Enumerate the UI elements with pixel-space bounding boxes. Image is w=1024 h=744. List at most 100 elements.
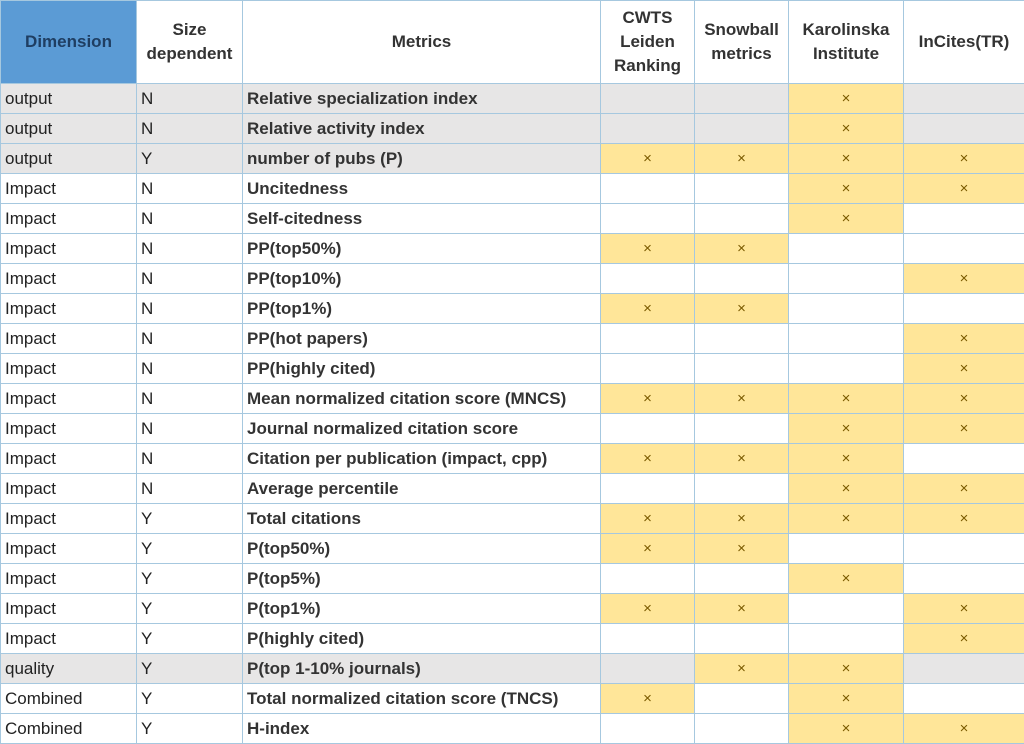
dimension-cell: Impact bbox=[1, 234, 137, 264]
mark-cell bbox=[695, 84, 789, 114]
mark-cell: × bbox=[904, 594, 1024, 624]
metric-name-cell: P(top1%) bbox=[243, 594, 601, 624]
cross-mark-icon: × bbox=[842, 180, 851, 197]
cross-mark-icon: × bbox=[737, 540, 746, 557]
mark-cell: × bbox=[695, 594, 789, 624]
dimension-cell: Impact bbox=[1, 624, 137, 654]
cross-mark-icon: × bbox=[842, 660, 851, 677]
mark-cell bbox=[904, 294, 1024, 324]
mark-cell: × bbox=[904, 324, 1024, 354]
mark-cell bbox=[695, 354, 789, 384]
metric-name-cell: Self-citedness bbox=[243, 204, 601, 234]
dimension-cell: Impact bbox=[1, 534, 137, 564]
mark-cell: × bbox=[695, 384, 789, 414]
dimension-cell: Impact bbox=[1, 444, 137, 474]
mark-cell: × bbox=[789, 684, 904, 714]
metric-name-cell: number of pubs (P) bbox=[243, 144, 601, 174]
metric-name-cell: P(top50%) bbox=[243, 534, 601, 564]
size-dependent-cell: N bbox=[137, 234, 243, 264]
size-dependent-cell: N bbox=[137, 174, 243, 204]
dimension-cell: Combined bbox=[1, 714, 137, 744]
cross-mark-icon: × bbox=[643, 690, 652, 707]
mark-cell: × bbox=[601, 444, 695, 474]
cross-mark-icon: × bbox=[842, 420, 851, 437]
dimension-cell: output bbox=[1, 84, 137, 114]
mark-cell: × bbox=[904, 624, 1024, 654]
mark-cell bbox=[904, 84, 1024, 114]
mark-cell: × bbox=[601, 534, 695, 564]
metric-name-cell: Total citations bbox=[243, 504, 601, 534]
mark-cell: × bbox=[601, 294, 695, 324]
size-dependent-cell: N bbox=[137, 114, 243, 144]
cross-mark-icon: × bbox=[842, 510, 851, 527]
size-dependent-cell: Y bbox=[137, 564, 243, 594]
cross-mark-icon: × bbox=[842, 210, 851, 227]
mark-cell: × bbox=[695, 504, 789, 534]
mark-cell bbox=[789, 264, 904, 294]
dimension-cell: Impact bbox=[1, 564, 137, 594]
mark-cell bbox=[601, 414, 695, 444]
mark-cell bbox=[789, 234, 904, 264]
metric-name-cell: PP(hot papers) bbox=[243, 324, 601, 354]
mark-cell bbox=[601, 324, 695, 354]
metric-name-cell: PP(top1%) bbox=[243, 294, 601, 324]
cross-mark-icon: × bbox=[960, 720, 969, 737]
cross-mark-icon: × bbox=[737, 600, 746, 617]
mark-cell bbox=[789, 324, 904, 354]
mark-cell: × bbox=[601, 594, 695, 624]
metric-name-cell: H-index bbox=[243, 714, 601, 744]
mark-cell: × bbox=[695, 294, 789, 324]
mark-cell bbox=[904, 114, 1024, 144]
size-dependent-cell: Y bbox=[137, 624, 243, 654]
mark-cell: × bbox=[695, 144, 789, 174]
size-dependent-cell: N bbox=[137, 384, 243, 414]
mark-cell bbox=[695, 714, 789, 744]
mark-cell: × bbox=[789, 474, 904, 504]
mark-cell: × bbox=[601, 234, 695, 264]
metric-name-cell: Relative specialization index bbox=[243, 84, 601, 114]
mark-cell bbox=[601, 84, 695, 114]
size-dependent-cell: N bbox=[137, 444, 243, 474]
cross-mark-icon: × bbox=[737, 240, 746, 257]
size-dependent-cell: Y bbox=[137, 654, 243, 684]
mark-cell: × bbox=[789, 444, 904, 474]
cross-mark-icon: × bbox=[960, 480, 969, 497]
metric-name-cell: Journal normalized citation score bbox=[243, 414, 601, 444]
mark-cell bbox=[601, 264, 695, 294]
mark-cell bbox=[601, 354, 695, 384]
cross-mark-icon: × bbox=[960, 630, 969, 647]
mark-cell bbox=[904, 684, 1024, 714]
dimension-cell: Impact bbox=[1, 264, 137, 294]
mark-cell: × bbox=[601, 384, 695, 414]
size-dependent-cell: N bbox=[137, 474, 243, 504]
cross-mark-icon: × bbox=[737, 510, 746, 527]
mark-cell bbox=[904, 204, 1024, 234]
mark-cell: × bbox=[789, 174, 904, 204]
mark-cell: × bbox=[789, 564, 904, 594]
size-dependent-cell: N bbox=[137, 414, 243, 444]
metric-name-cell: PP(highly cited) bbox=[243, 354, 601, 384]
mark-cell: × bbox=[789, 414, 904, 444]
cross-mark-icon: × bbox=[643, 240, 652, 257]
size-dependent-cell: N bbox=[137, 354, 243, 384]
metric-name-cell: Relative activity index bbox=[243, 114, 601, 144]
metric-name-cell: Mean normalized citation score (MNCS) bbox=[243, 384, 601, 414]
mark-cell: × bbox=[789, 144, 904, 174]
dimension-cell: output bbox=[1, 144, 137, 174]
cross-mark-icon: × bbox=[643, 540, 652, 557]
mark-cell bbox=[601, 204, 695, 234]
mark-cell bbox=[695, 114, 789, 144]
mark-cell bbox=[789, 624, 904, 654]
size-dependent-cell: N bbox=[137, 264, 243, 294]
cross-mark-icon: × bbox=[737, 660, 746, 677]
